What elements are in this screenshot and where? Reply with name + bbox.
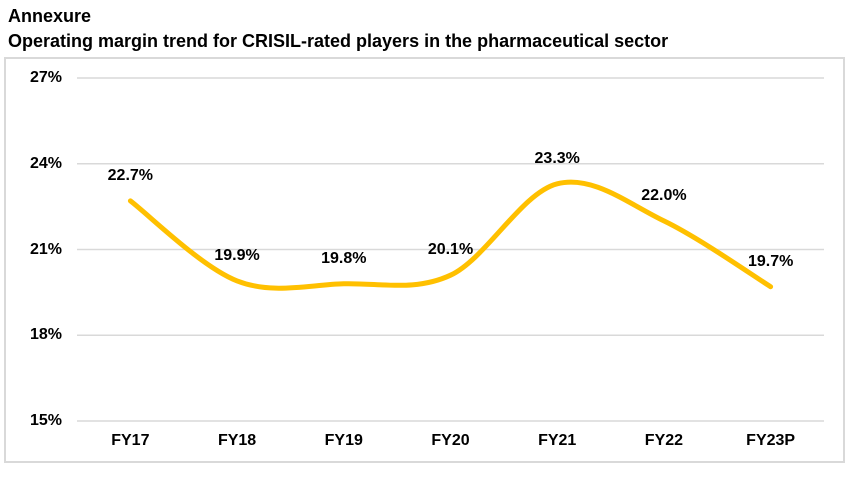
operating-margin-trend-line (127, 179, 774, 291)
y-axis-tick-label: 15% (29, 412, 62, 429)
chart-title-block: Annexure Operating margin trend for CRIS… (8, 4, 848, 54)
x-axis-tick-label: FY17 (111, 432, 150, 449)
chart-title: Operating margin trend for CRISIL-rated … (8, 31, 669, 51)
x-axis-tick-label: FY19 (324, 432, 363, 449)
data-point-label: 23.3% (534, 149, 580, 167)
x-axis-tick-label: FY20 (431, 432, 470, 449)
x-axis-tick-label: FY21 (538, 432, 577, 449)
x-axis-tick-label: FY23P (746, 432, 796, 449)
data-point-label: 20.1% (427, 241, 474, 259)
plot-area-border (4, 57, 845, 463)
x-axis-tick-label: FY22 (644, 432, 684, 449)
chart-plot-svg (4, 57, 845, 463)
annexure-heading: Annexure (8, 6, 92, 26)
data-point-label: 19.8% (321, 249, 367, 267)
data-point-label: 19.9% (214, 246, 260, 264)
data-point-label: 19.7% (747, 252, 794, 270)
y-axis-tick-label: 18% (29, 326, 62, 344)
x-axis-tick-label: FY18 (217, 432, 257, 449)
y-axis-tick-label: 27% (29, 69, 62, 86)
y-axis-tick-label: 21% (29, 240, 62, 258)
operating-margin-line-chart: 27% 24% 21% 18% 15% 22.7% 19.9% 19.8% 20.1% 23.3%… (4, 57, 845, 463)
y-axis-tick-label: 24% (29, 154, 62, 172)
data-point-label: 22.7% (107, 166, 154, 184)
data-point-label: 22.0% (641, 186, 687, 204)
